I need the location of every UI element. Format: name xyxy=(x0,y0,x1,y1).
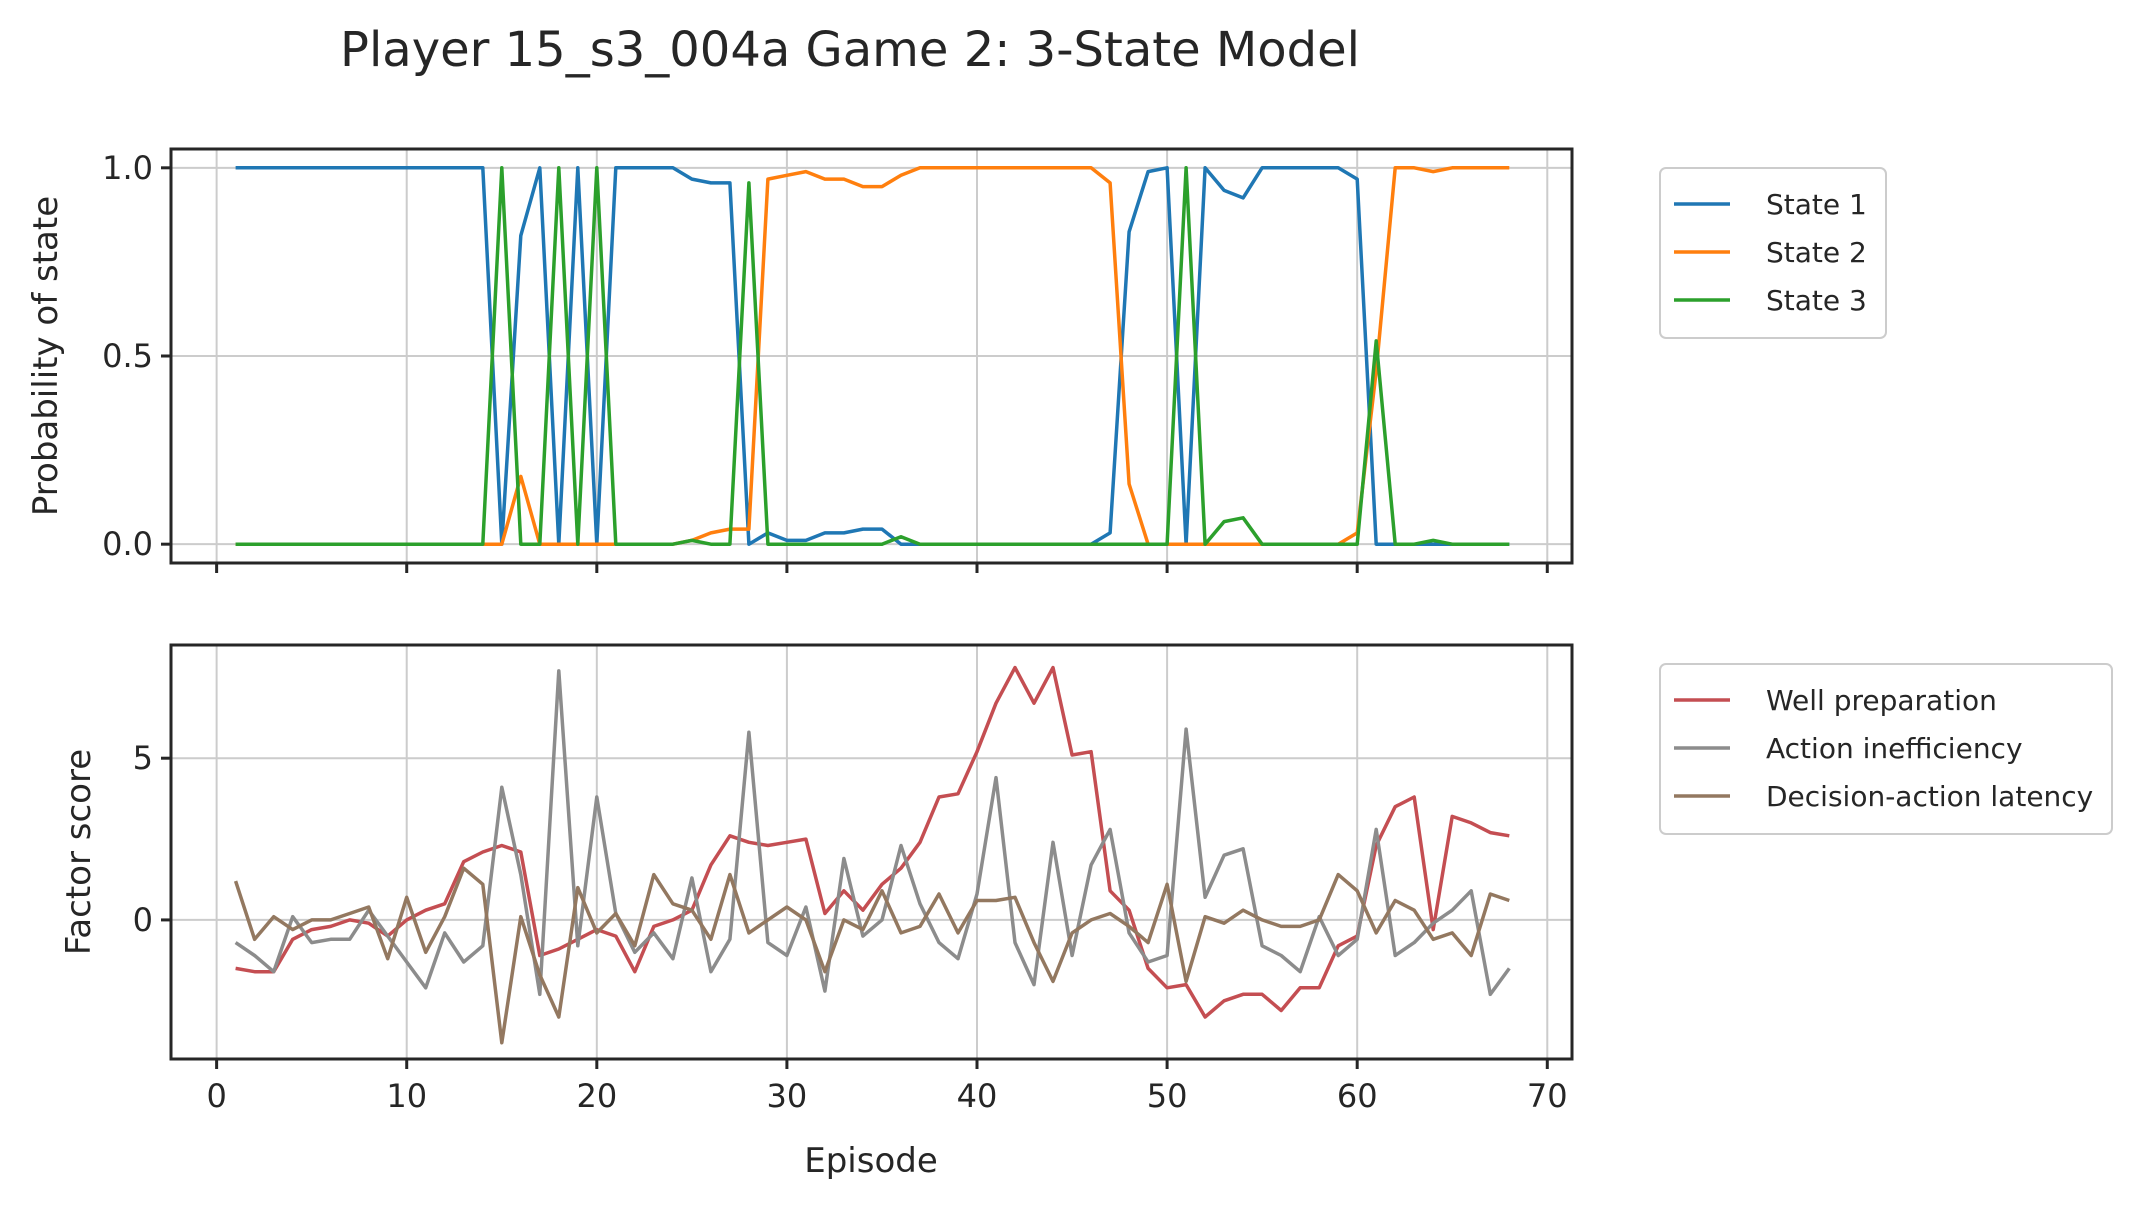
x-tick-label: 60 xyxy=(1337,1077,1378,1115)
x-axis-label: Episode xyxy=(804,1141,938,1181)
legend-frame xyxy=(1659,663,2113,835)
series-group xyxy=(233,665,1511,1045)
legend-label-1: Well preparation xyxy=(1766,684,1997,717)
series-group xyxy=(235,166,1510,546)
x-tick-label: 50 xyxy=(1147,1077,1188,1115)
legend-label-2: State 2 xyxy=(1766,236,1867,269)
legend-label-3: State 3 xyxy=(1766,284,1867,317)
y-tick-label: 1.0 xyxy=(102,149,153,187)
y-tick-label: 0 xyxy=(133,901,153,939)
series-line-3 xyxy=(233,866,1510,1045)
legend-label-3: Decision-action latency xyxy=(1766,780,2093,813)
x-tick-label: 10 xyxy=(386,1077,427,1115)
legend-label-1: State 1 xyxy=(1766,188,1867,221)
series-line-1 xyxy=(235,166,1510,546)
x-tick-label: 20 xyxy=(576,1077,617,1115)
legend: Well preparation Action inefficiency Decis… xyxy=(1659,663,2113,835)
y-axis-label: Probability of state xyxy=(26,196,66,516)
x-tick-label: 70 xyxy=(1527,1077,1568,1115)
factor-score-panel: 0 10 20 30 40 50 60 70 0 5 Factor score Well prepar… xyxy=(59,643,2113,1115)
chart-title: Player 15_s3_004a Game 2: 3-State Model xyxy=(340,22,1360,78)
plot-frame xyxy=(169,643,1574,1061)
y-tick-label: 0.5 xyxy=(102,337,153,375)
y-axis-label: Factor score xyxy=(59,749,99,955)
y-tick-label: 5 xyxy=(133,739,153,777)
legend: State 1 State 2 State 3 xyxy=(1659,167,1887,339)
legend-label-2: Action inefficiency xyxy=(1766,732,2023,765)
series-line-2 xyxy=(234,669,1511,997)
x-tick-label: 30 xyxy=(767,1077,808,1115)
series-line-1 xyxy=(235,665,1510,1019)
x-tick-label: 40 xyxy=(957,1077,998,1115)
series-line-3 xyxy=(235,166,1510,546)
legend-frame xyxy=(1659,167,1887,339)
y-tick-label: 0.0 xyxy=(102,525,153,563)
x-tick-label: 0 xyxy=(206,1077,226,1115)
